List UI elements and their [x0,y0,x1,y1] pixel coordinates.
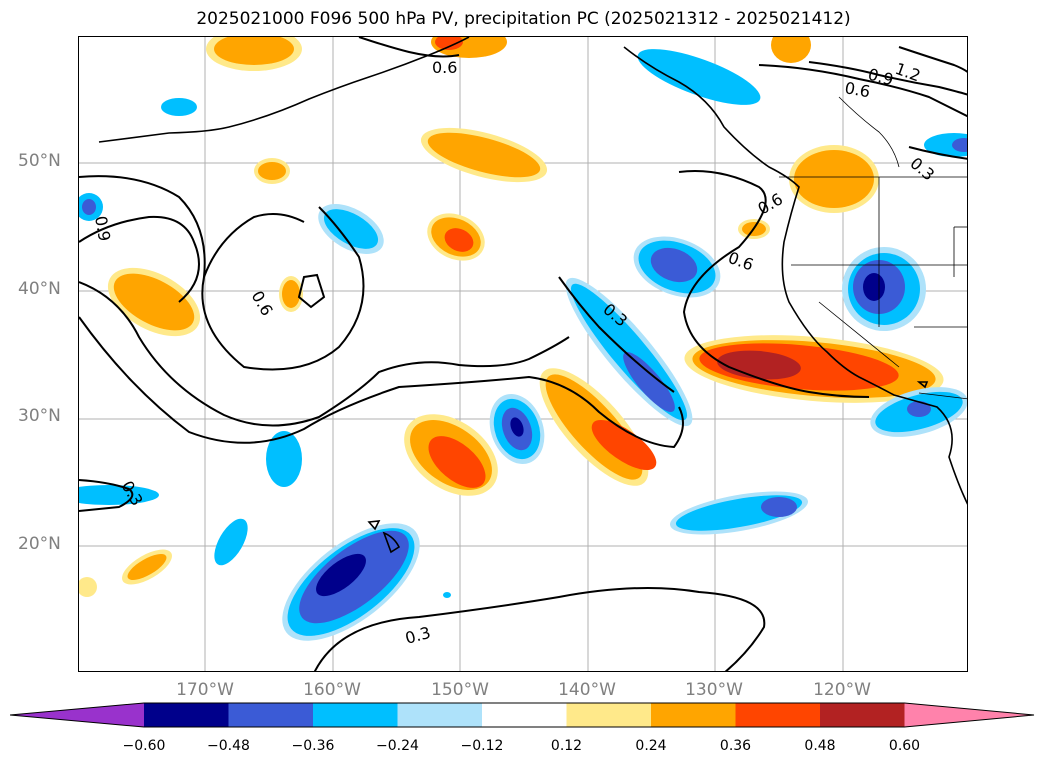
colorbar-segment [820,703,905,727]
map-panel: 1.2 0.9 0.6 0.6 0.3 0.6 0.6 0.9 0.6 0.3 … [78,36,968,672]
precip-positive-areas [79,37,944,597]
contour-label: 1.2 [893,59,923,86]
colorbar-tick: 0.48 [804,738,836,754]
colorbar-segment [313,703,398,727]
lon-label-160w: 160°W [303,680,361,700]
lon-label-140w: 140°W [558,680,616,700]
contour-label: 0.3 [403,623,433,648]
pv-contours [79,37,967,671]
lon-label-120w: 120°W [813,680,871,700]
lat-label-30n: 30°N [18,406,61,426]
colorbar-tick: 0.12 [550,738,583,754]
colorbar-tick: −0.24 [376,738,419,754]
colorbar-tick: −0.36 [291,738,335,754]
colorbar-tick: −0.12 [460,738,504,754]
contour-label: 0.9 [91,214,114,242]
lon-label-130w: 130°W [685,680,743,700]
colorbar-segment [144,703,229,727]
lat-label-20n: 20°N [18,534,61,554]
colorbar-tick: −0.60 [122,738,166,754]
colorbar-segment [397,703,482,727]
contour-label: 0.6 [755,189,787,218]
colorbar-tick: 0.24 [635,738,667,754]
colorbar [10,702,1035,728]
colorbar-segment [482,703,567,727]
colorbar-extend-high [904,703,1034,727]
precip-negative-areas [79,49,967,641]
colorbar-segment [735,703,820,727]
colorbar-segment [651,703,736,727]
contour-label: 0.6 [843,78,871,101]
colorbar-extend-low [10,703,144,727]
colorbar-segment [228,703,313,727]
lon-label-170w: 170°W [176,680,234,700]
coastlines [98,37,967,554]
contour-label: 0.6 [432,58,457,77]
lon-label-150w: 150°W [431,680,489,700]
colorbar-tick: 0.60 [888,738,921,754]
contour-label: 0.6 [248,288,277,320]
colorbar-segment [566,703,651,727]
colorbar-tick: 0.36 [719,738,752,754]
contour-label: 0.6 [726,248,756,275]
colorbar-tick: −0.48 [207,738,250,754]
plot-title: 2025021000 F096 500 hPa PV, precipitatio… [196,9,851,29]
contour-label: 0.3 [906,154,938,185]
lat-label-50n: 50°N [18,151,61,171]
lat-label-40n: 40°N [18,279,61,299]
state-borders [779,96,967,400]
map-svg: 1.2 0.9 0.6 0.6 0.3 0.6 0.6 0.9 0.6 0.3 … [79,37,967,671]
